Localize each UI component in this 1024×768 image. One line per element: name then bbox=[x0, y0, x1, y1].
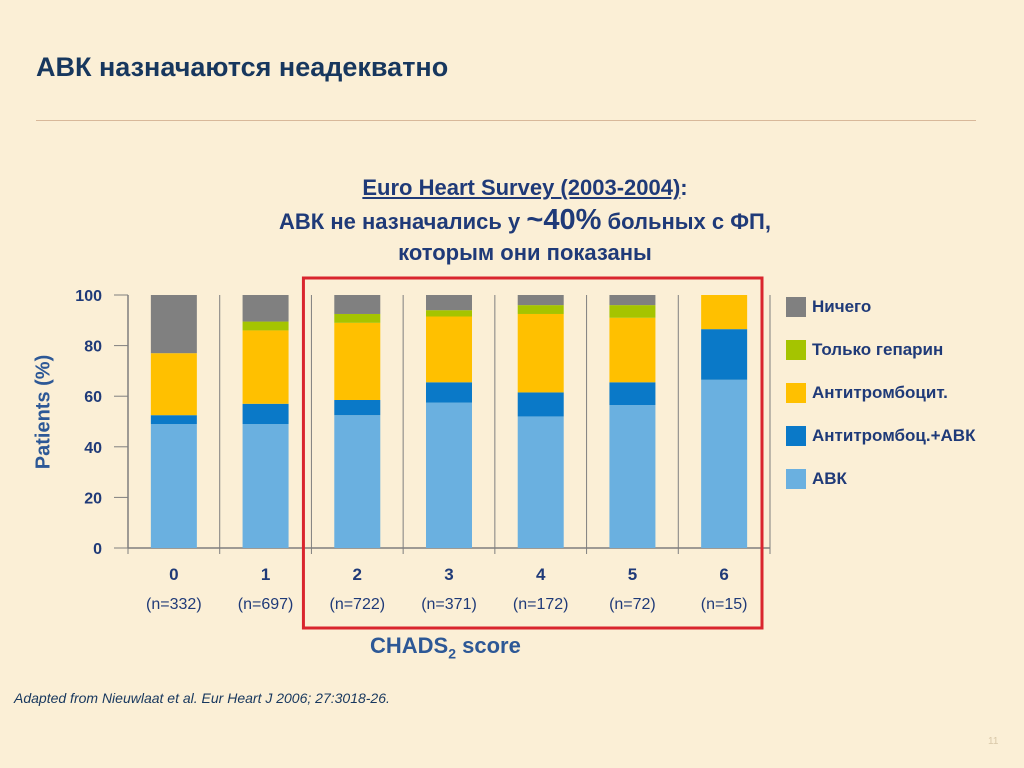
legend-item: Антитромбоцит. bbox=[786, 382, 948, 404]
bar-segment bbox=[426, 295, 472, 311]
bar-segment bbox=[334, 295, 381, 314]
bar-segment bbox=[334, 399, 381, 416]
slide-number: 11 bbox=[988, 736, 999, 747]
page-title: АВК назначаются неадекватно bbox=[36, 52, 449, 82]
legend-item: АВК bbox=[786, 468, 847, 490]
x-axis-label: CHADS2 score bbox=[370, 633, 521, 661]
legend-item: Только гепарин bbox=[786, 339, 943, 361]
bar-segment bbox=[609, 382, 656, 406]
bar-segment bbox=[609, 405, 656, 548]
highlight-box bbox=[301, 276, 764, 630]
y-tick-label-80: 80 bbox=[84, 339, 102, 356]
subtitle-line-2-post: больных с ФП, bbox=[601, 209, 771, 235]
bar-segment bbox=[426, 316, 472, 383]
legend-swatch bbox=[786, 297, 806, 317]
legend-swatch bbox=[786, 383, 806, 403]
legend-swatch bbox=[786, 426, 806, 446]
bar-segment bbox=[334, 322, 381, 400]
bar-segment bbox=[150, 415, 197, 425]
x-axis-label-main: CHADS bbox=[370, 633, 449, 658]
legend-item: Антитромбоц.+АВК bbox=[786, 425, 975, 447]
legend-label: Антитромбоцит. bbox=[812, 383, 948, 402]
category-count-label: (n=15) bbox=[701, 596, 748, 613]
subtitle-line-2-pre: АВК не назначались у bbox=[279, 209, 527, 235]
bar-segment bbox=[150, 353, 197, 416]
bar-segment bbox=[334, 415, 381, 548]
subtitle-line-2: АВК не назначались у ~40% больных с ФП, bbox=[180, 202, 870, 239]
y-tick-label-100: 100 bbox=[75, 288, 102, 305]
x-tick-label: 3 bbox=[444, 565, 453, 584]
subtitle-percent: ~40% bbox=[526, 204, 602, 237]
title-divider bbox=[36, 120, 976, 121]
legend-label: Ничего bbox=[812, 297, 872, 316]
bar-segment bbox=[334, 313, 381, 323]
bar-segment bbox=[242, 403, 289, 425]
bar-segment bbox=[150, 295, 197, 354]
x-tick-label: 4 bbox=[536, 565, 546, 584]
y-tick-label-40: 40 bbox=[84, 440, 102, 457]
bar-segment bbox=[242, 295, 289, 322]
bar-segment bbox=[150, 424, 197, 548]
bar-segment bbox=[517, 313, 564, 393]
survey-colon: : bbox=[680, 175, 688, 200]
y-tick-label-60: 60 bbox=[84, 389, 102, 406]
legend-label: Только гепарин bbox=[812, 340, 944, 359]
bar-segment bbox=[517, 295, 564, 306]
legend-swatch bbox=[786, 340, 806, 360]
bar-segment bbox=[242, 321, 289, 331]
legend-swatch bbox=[786, 469, 806, 489]
bar-segment bbox=[426, 310, 472, 317]
x-tick-label: 6 bbox=[719, 565, 728, 584]
bar-segment bbox=[701, 295, 748, 330]
bar-segment bbox=[609, 295, 656, 306]
survey-name: Euro Heart Survey (2003-2004) bbox=[362, 175, 681, 200]
legend-item: Ничего bbox=[786, 296, 871, 318]
bar-segment bbox=[426, 382, 472, 403]
category-count-label: (n=172) bbox=[513, 596, 569, 613]
x-axis-label-subscript: 2 bbox=[448, 645, 457, 662]
subtitle-line-3: которым они показаны bbox=[398, 240, 652, 266]
bar-segment bbox=[242, 330, 289, 404]
category-count-label: (n=697) bbox=[238, 596, 294, 613]
bar-segment bbox=[701, 329, 748, 380]
x-axis-label-suffix: score bbox=[456, 633, 521, 658]
bar-segment bbox=[517, 416, 564, 548]
bar-segment bbox=[426, 402, 472, 548]
legend-label: Антитромбоц.+АВК bbox=[812, 426, 976, 445]
source-citation: Adapted from Nieuwlaat et al. Eur Heart … bbox=[14, 690, 390, 706]
bar-segment bbox=[517, 392, 564, 417]
bar-segment bbox=[242, 424, 289, 548]
category-count-label: (n=371) bbox=[421, 596, 477, 613]
legend-label: АВК bbox=[812, 469, 847, 488]
bar-segment bbox=[609, 305, 656, 318]
subtitle-line-1: Euro Heart Survey (2003-2004): bbox=[180, 174, 870, 202]
bar-segment bbox=[609, 317, 656, 383]
y-tick-label-20: 20 bbox=[84, 490, 102, 507]
bar-segment bbox=[517, 305, 564, 314]
category-count-label: (n=722) bbox=[329, 596, 385, 613]
category-count-label: (n=332) bbox=[146, 596, 202, 613]
x-tick-label: 5 bbox=[628, 565, 637, 584]
x-tick-label: 1 bbox=[261, 565, 270, 584]
category-count-label: (n=72) bbox=[609, 596, 656, 613]
x-tick-label: 0 bbox=[169, 565, 178, 584]
chart-subtitle: Euro Heart Survey (2003-2004): АВК не на… bbox=[180, 174, 870, 267]
y-tick-label-0: 0 bbox=[93, 541, 102, 558]
bar-segment bbox=[701, 379, 748, 548]
x-tick-label: 2 bbox=[353, 565, 362, 584]
